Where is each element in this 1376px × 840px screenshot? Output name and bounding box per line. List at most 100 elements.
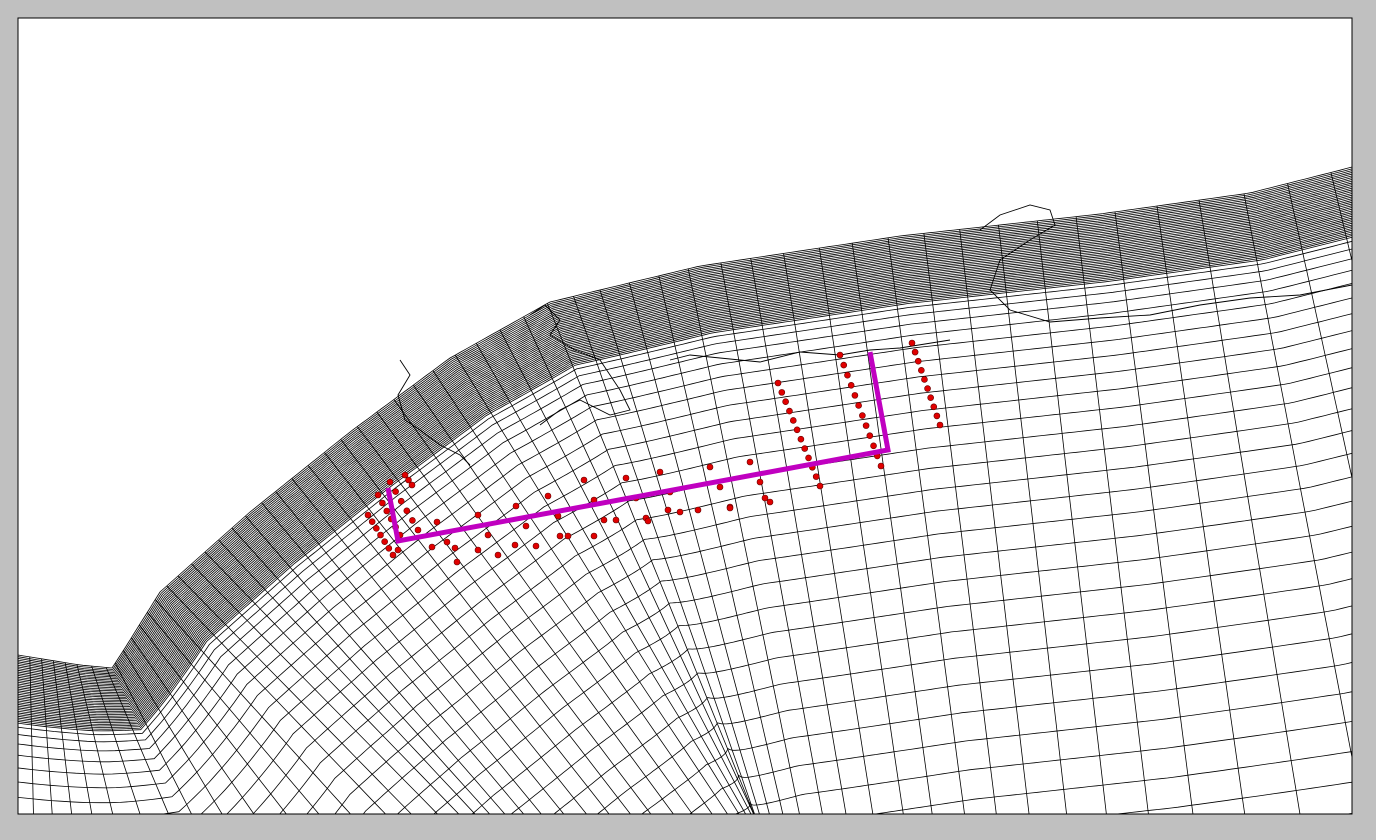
station bbox=[377, 531, 384, 539]
grid-line bbox=[18, 240, 1352, 736]
grid-line bbox=[1156, 205, 1246, 814]
grid-line bbox=[18, 233, 1352, 728]
station bbox=[453, 558, 461, 566]
grid-line bbox=[64, 662, 93, 814]
station bbox=[914, 357, 922, 365]
grid-line bbox=[356, 426, 652, 814]
grid-line bbox=[376, 411, 674, 814]
grid-line bbox=[596, 633, 1352, 814]
station bbox=[532, 542, 540, 550]
station bbox=[840, 361, 848, 369]
station bbox=[564, 532, 572, 540]
grid-line bbox=[340, 439, 631, 814]
grid-line bbox=[872, 751, 1352, 814]
grid-line bbox=[18, 198, 1352, 697]
grid-line bbox=[720, 262, 823, 814]
grid-line bbox=[105, 667, 169, 814]
grid-line bbox=[454, 354, 740, 814]
grid-line bbox=[573, 296, 755, 814]
station bbox=[851, 392, 859, 399]
station bbox=[746, 458, 754, 466]
station bbox=[644, 517, 652, 525]
grid-line bbox=[114, 662, 192, 814]
grid-line bbox=[18, 228, 1352, 724]
station bbox=[612, 516, 620, 524]
station bbox=[408, 481, 416, 489]
station bbox=[870, 442, 877, 450]
grid-line bbox=[1287, 183, 1352, 480]
grid-line bbox=[18, 210, 1352, 707]
station bbox=[706, 463, 714, 471]
grid-line bbox=[658, 275, 784, 814]
grid-line bbox=[154, 599, 352, 814]
grid-line bbox=[819, 248, 904, 814]
grid-line bbox=[18, 231, 1352, 727]
grid-line bbox=[245, 515, 506, 814]
station bbox=[801, 445, 809, 452]
grid-line bbox=[18, 173, 1352, 675]
grid-line bbox=[41, 658, 53, 814]
station bbox=[451, 544, 459, 552]
grid-line bbox=[1114, 211, 1194, 814]
grid-line bbox=[18, 215, 1352, 712]
grid-line bbox=[18, 180, 1352, 681]
station bbox=[600, 516, 608, 524]
station bbox=[805, 454, 812, 462]
station bbox=[474, 546, 482, 554]
grid-line bbox=[275, 491, 542, 814]
grid-line bbox=[18, 186, 1352, 686]
station bbox=[786, 407, 793, 415]
grid-line bbox=[18, 208, 1352, 706]
grid-line bbox=[18, 283, 1352, 775]
grid-line bbox=[1036, 220, 1107, 814]
grid-line bbox=[29, 656, 34, 814]
station bbox=[374, 491, 382, 499]
grid-line bbox=[18, 201, 1352, 700]
station bbox=[911, 348, 919, 356]
station bbox=[855, 402, 862, 409]
station bbox=[933, 412, 941, 420]
grid-line bbox=[641, 662, 1352, 814]
grid-line bbox=[226, 367, 1352, 814]
station bbox=[761, 494, 769, 502]
grid-line bbox=[735, 720, 1352, 814]
grid-line bbox=[307, 465, 587, 814]
grid-line bbox=[547, 303, 755, 814]
grid-line bbox=[629, 282, 770, 814]
station bbox=[511, 541, 519, 549]
station bbox=[383, 507, 391, 515]
grid-line bbox=[279, 408, 1352, 814]
grid-line bbox=[499, 329, 752, 814]
grid-line bbox=[261, 502, 525, 814]
grid-line bbox=[138, 624, 287, 814]
grid-line bbox=[18, 171, 1352, 674]
map-border bbox=[17, 17, 1353, 815]
station bbox=[494, 551, 502, 559]
grid-line bbox=[231, 527, 491, 814]
grid-line bbox=[53, 660, 73, 814]
grid-line bbox=[91, 665, 141, 814]
grid-line bbox=[18, 258, 1352, 752]
station bbox=[403, 507, 411, 515]
grid-line bbox=[750, 258, 847, 814]
grid-line bbox=[959, 229, 1030, 814]
station bbox=[409, 517, 416, 524]
station bbox=[433, 518, 441, 526]
station bbox=[443, 538, 451, 546]
grid-line bbox=[166, 585, 387, 814]
grid-line bbox=[1243, 193, 1352, 760]
station bbox=[774, 379, 782, 387]
station bbox=[908, 339, 916, 347]
station bbox=[836, 351, 844, 359]
grid-line bbox=[18, 222, 1352, 719]
grid-line bbox=[18, 200, 1352, 698]
station bbox=[726, 504, 734, 512]
grid-line bbox=[687, 268, 800, 814]
station bbox=[862, 422, 870, 429]
station bbox=[664, 506, 672, 514]
coastline bbox=[397, 204, 1352, 466]
station bbox=[368, 518, 376, 525]
grid-line bbox=[998, 225, 1067, 814]
